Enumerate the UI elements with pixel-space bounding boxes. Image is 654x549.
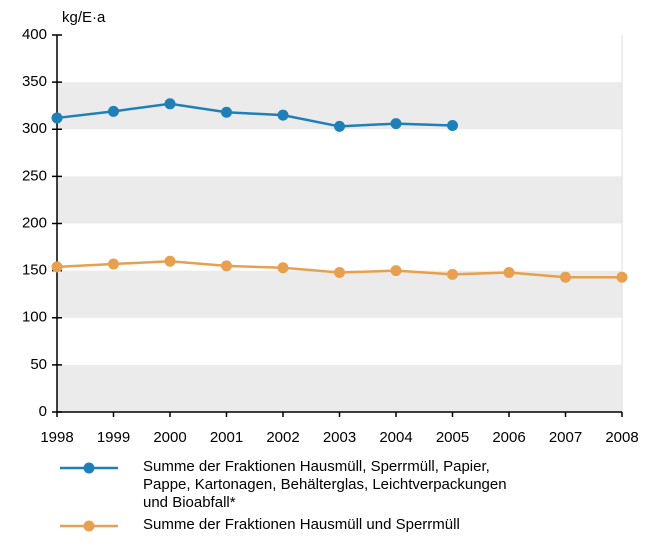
data-point (51, 112, 63, 124)
y-tick-label: 300 (22, 120, 47, 137)
data-point (447, 268, 458, 280)
y-tick-label: 200 (22, 214, 47, 231)
legend-marker (83, 462, 95, 474)
x-tick-label: 2008 (605, 429, 638, 445)
legend-label: Summe der Fraktionen Hausmüll und Sperrm… (143, 516, 460, 533)
x-tick-label: 2000 (153, 429, 186, 445)
x-tick-label: 2007 (549, 429, 582, 445)
data-point (221, 260, 232, 272)
x-tick-label: 2002 (266, 429, 299, 445)
legend-entry: Summe der Fraktionen Hausmüll, Sperrmüll… (0, 458, 654, 512)
legend-icon (60, 462, 118, 474)
legend-marker (83, 520, 95, 532)
data-point (447, 119, 458, 131)
x-tick-label: 1998 (40, 429, 73, 445)
data-point (334, 120, 345, 132)
data-point (390, 265, 402, 277)
data-point (560, 271, 571, 283)
y-tick-label: 150 (22, 262, 47, 279)
legend-icon (60, 520, 118, 532)
data-point (334, 267, 345, 279)
x-tick-label: 2006 (492, 429, 525, 445)
data-point (221, 106, 232, 118)
grid-band (57, 176, 622, 224)
chart: kg/E·a 0 50 100 150 200 250 300 350 400 1998 1999 2… (22, 9, 639, 445)
grid-band (57, 270, 622, 318)
data-point (51, 261, 63, 273)
data-point (164, 255, 176, 267)
x-tick-label: 2004 (379, 429, 412, 445)
data-point (277, 109, 289, 121)
data-point (503, 267, 515, 279)
y-tick-label: 250 (22, 167, 47, 184)
x-tick-label: 2003 (323, 429, 356, 445)
data-point (277, 262, 289, 274)
data-point (108, 258, 119, 270)
legend-entry: Summe der Fraktionen Hausmüll und Sperrm… (0, 516, 654, 536)
data-point (164, 98, 176, 110)
x-tick-label: 2001 (210, 429, 243, 445)
y-tick-label: 100 (22, 309, 47, 326)
series-line (56, 102, 453, 128)
y-tick-label: 50 (30, 356, 47, 373)
grid-band (57, 364, 622, 412)
data-point (616, 271, 628, 283)
y-tick-label: 400 (22, 26, 47, 43)
legend-label: Summe der Fraktionen Hausmüll, Sperrmüll… (143, 458, 507, 511)
y-tick-label: 0 (39, 403, 47, 420)
y-axis-label: kg/E·a (62, 9, 106, 26)
data-point (108, 105, 119, 117)
legend: Summe der Fraktionen Hausmüll, Sperrmüll… (0, 458, 654, 540)
data-point (390, 118, 402, 130)
x-tick-label: 1999 (97, 429, 130, 445)
y-tick-label: 350 (22, 73, 47, 90)
x-tick-label: 2005 (436, 429, 469, 445)
